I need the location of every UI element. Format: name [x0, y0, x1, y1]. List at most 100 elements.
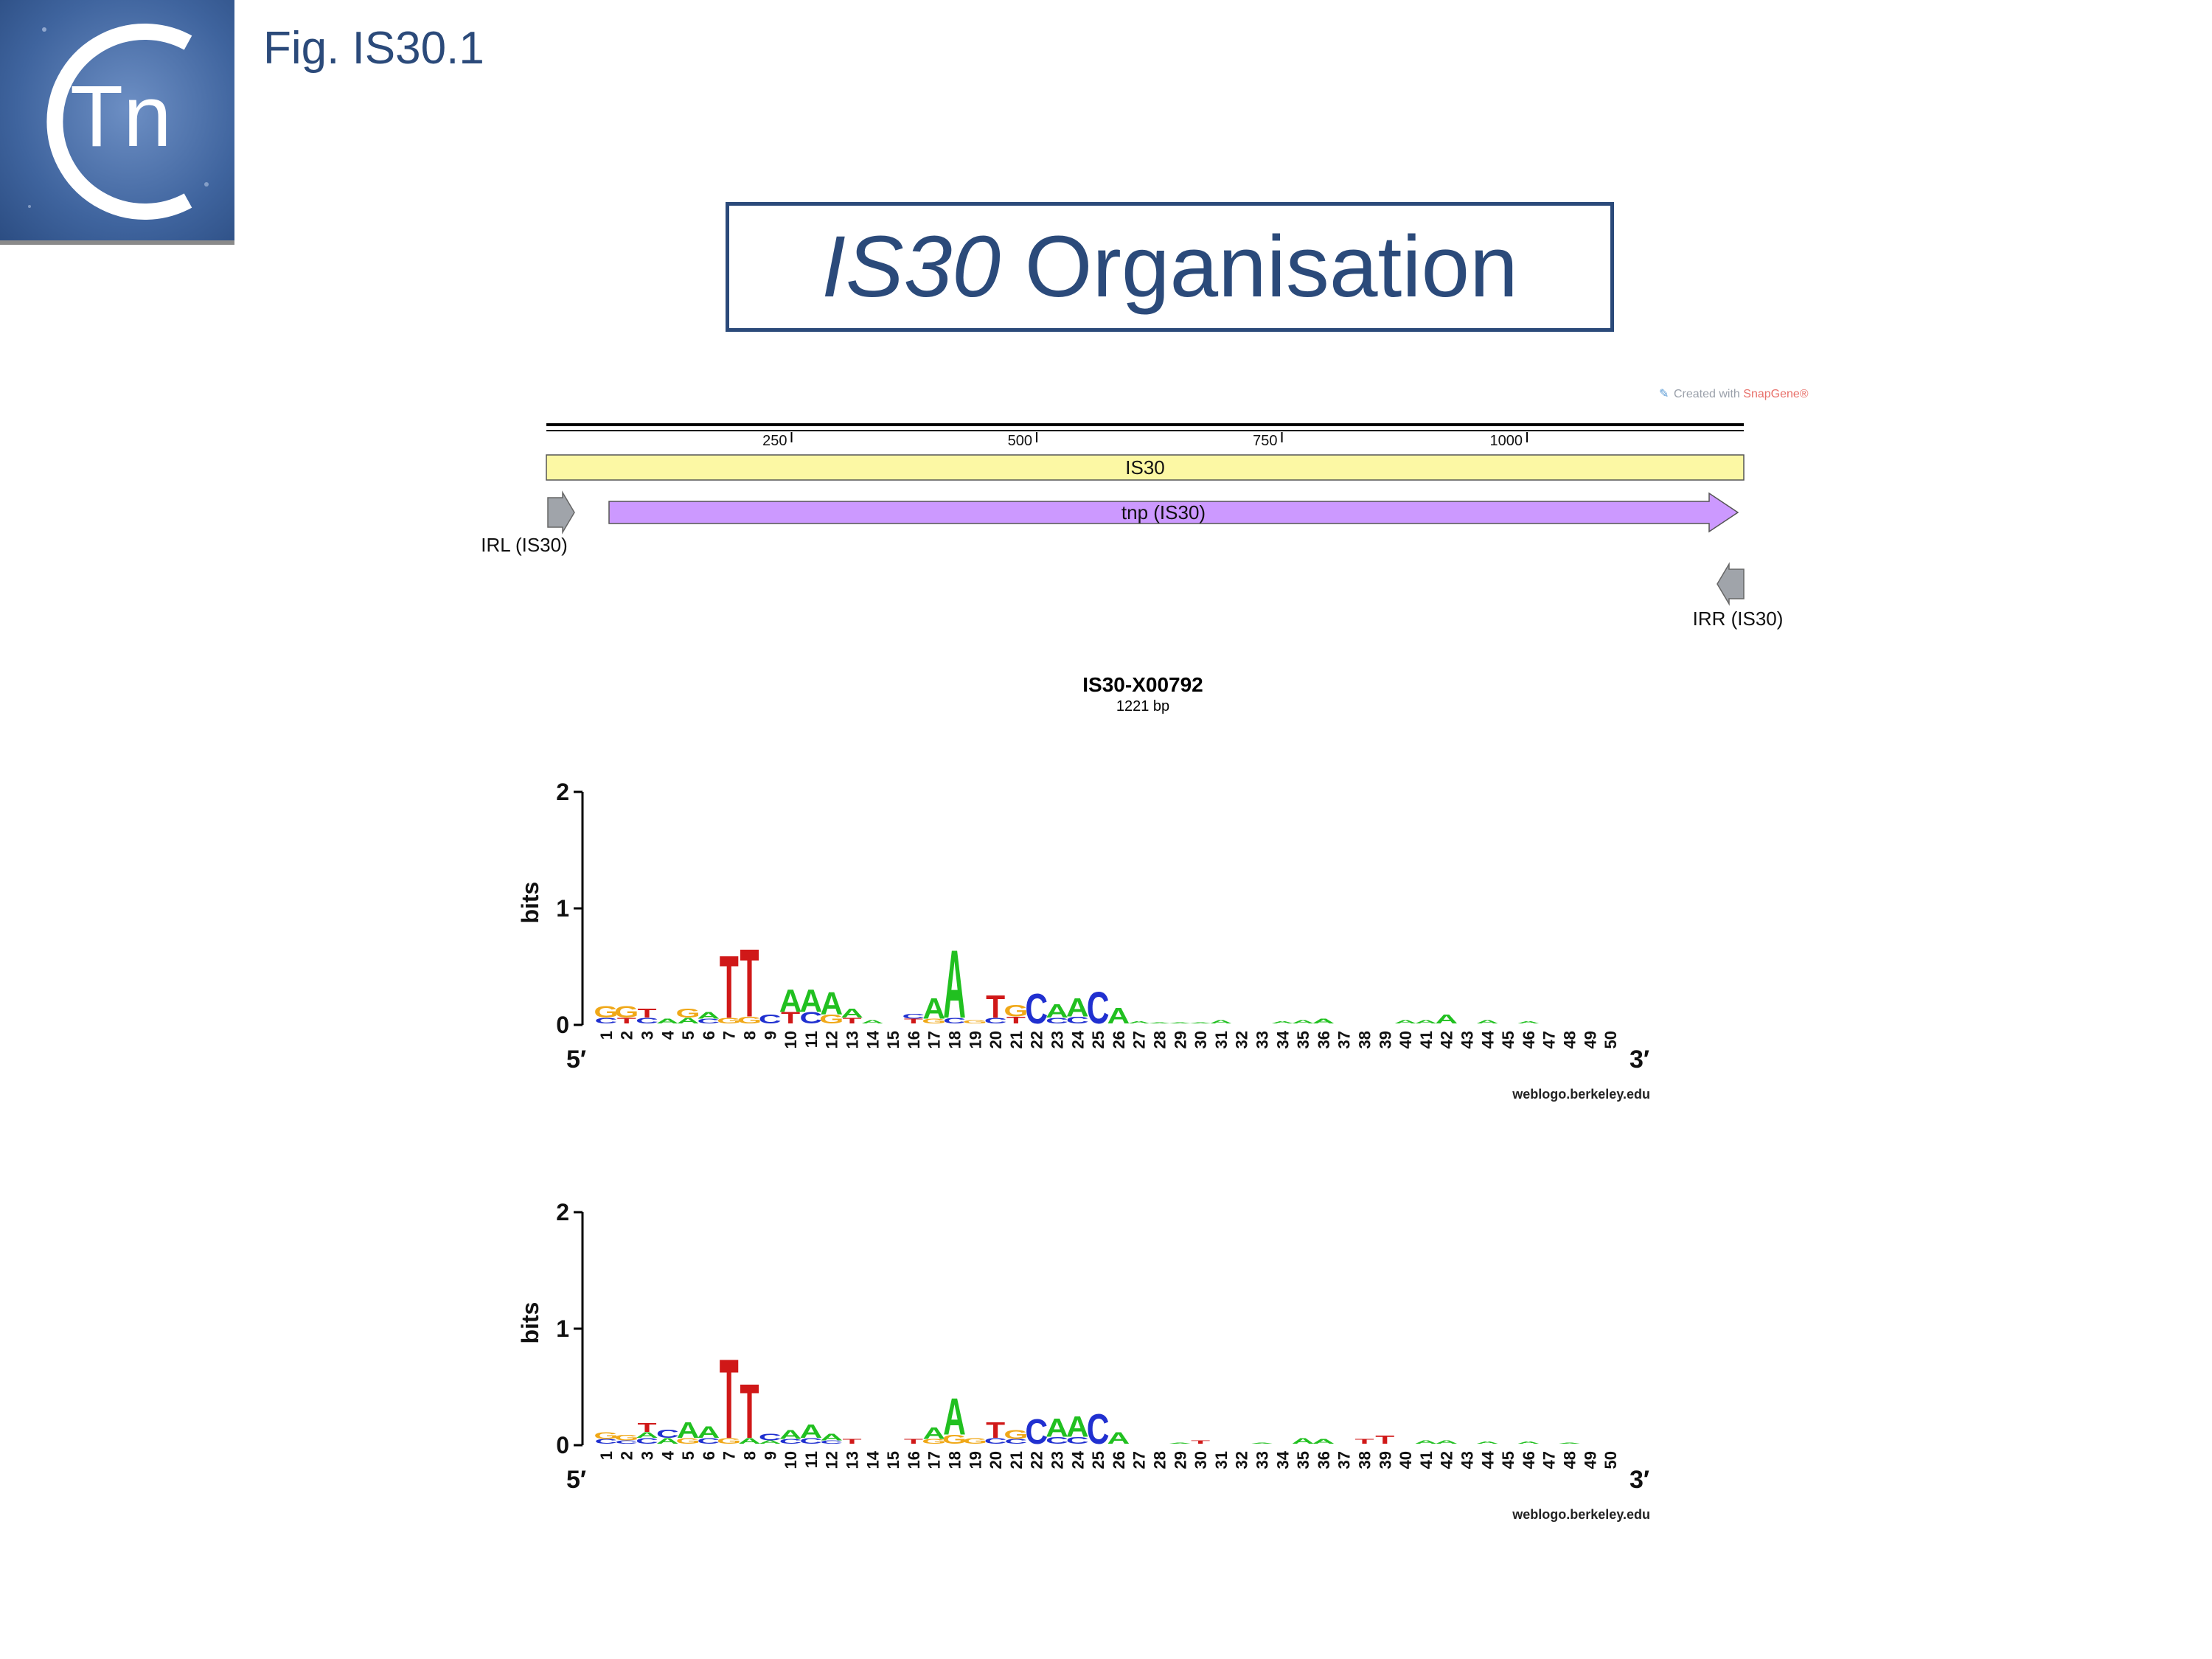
logo-letter-A: A [656, 1018, 679, 1025]
position-label: 45 [1499, 1031, 1517, 1048]
position-label: 43 [1458, 1031, 1477, 1048]
logo-letter-A: A [738, 1436, 761, 1445]
position-label: 14 [863, 1450, 882, 1469]
logo-letter-C: C [1005, 1438, 1028, 1445]
three-prime-label: 3′ [1630, 1046, 1649, 1074]
position-label: 20 [987, 1031, 1005, 1048]
map-heading: IS30-X00792 1221 bp [885, 673, 1401, 715]
logo-letter-A: A [1517, 1020, 1540, 1024]
title-rest: Organisation [1000, 218, 1518, 316]
position-label: 11 [802, 1451, 821, 1468]
position-label: 6 [700, 1031, 718, 1040]
position-label: 27 [1130, 1451, 1149, 1469]
logo-letter-A: A [1558, 1442, 1581, 1444]
logo-letter-C: C [800, 1436, 823, 1445]
y-tick-label: 2 [556, 1199, 569, 1225]
irr-label: IRR (IS30) [1693, 608, 1784, 630]
logo-letter-C: C [636, 1436, 658, 1445]
logo-letter-G: G [1004, 1427, 1028, 1441]
logo-letter-C: C [984, 1016, 1007, 1025]
logo-letter-A: A [698, 1424, 720, 1442]
logo-letter-A: A [1127, 1020, 1150, 1024]
position-label: 49 [1581, 1451, 1599, 1469]
position-label: 8 [741, 1451, 759, 1460]
position-label: 46 [1520, 1031, 1538, 1048]
logo-letter-T: T [720, 938, 739, 1037]
logo-letter-C: C [698, 1018, 720, 1025]
logo-letter-G: G [614, 1433, 639, 1441]
logo-letter-A: A [800, 984, 823, 1020]
position-label: 20 [987, 1451, 1005, 1469]
figure-label: Fig. IS30.1 [263, 23, 484, 74]
is30-feature-bar [546, 454, 1745, 481]
logo-letter-C: C [1025, 1412, 1048, 1452]
position-label: 8 [741, 1031, 759, 1040]
logo-letter-C: C [656, 1427, 679, 1440]
logo-letter-C: C [902, 1013, 925, 1020]
logo-letter-C: C [595, 1016, 618, 1025]
logo-letter-A: A [1148, 1022, 1171, 1023]
y-tick-label: 2 [556, 779, 569, 805]
position-label: 16 [905, 1451, 923, 1469]
map-length: 1221 bp [1116, 698, 1170, 714]
position-label: 41 [1417, 1451, 1436, 1469]
logo-letter-A: A [1107, 1003, 1130, 1029]
position-label: 2 [618, 1031, 636, 1040]
position-label: 39 [1376, 1031, 1394, 1048]
logo-letter-G: G [922, 1438, 946, 1445]
position-label: 9 [761, 1031, 779, 1040]
position-label: 18 [946, 1031, 964, 1048]
three-prime-label: 3′ [1630, 1466, 1649, 1494]
position-label: 35 [1294, 1451, 1312, 1469]
logo-letter-T: T [1354, 1438, 1374, 1445]
logo-letter-C: C [1087, 983, 1110, 1034]
logo-letter-C: C [779, 1438, 802, 1445]
is30-feature-map: ✎ Created with SnapGene® 250 500 750 1000 I… [481, 388, 1809, 630]
position-label: 26 [1110, 1451, 1128, 1469]
position-label: 13 [844, 1031, 862, 1048]
position-label: 43 [1458, 1451, 1477, 1469]
position-label: 22 [1028, 1451, 1046, 1469]
logo-letter-C: C [595, 1438, 618, 1445]
snapgene-credit: Created with SnapGene® [1674, 388, 1809, 400]
logo-letter-A: A [1046, 1000, 1068, 1022]
position-label: 47 [1540, 1451, 1559, 1469]
position-label: 40 [1397, 1451, 1415, 1469]
position-label: 3 [639, 1451, 657, 1460]
logo-letter-A: A [1476, 1441, 1499, 1444]
position-label: 30 [1192, 1031, 1210, 1048]
position-label: 17 [925, 1451, 944, 1469]
logo-letter-G: G [676, 1006, 700, 1020]
y-tick-label: 1 [556, 895, 569, 922]
position-label: 44 [1478, 1450, 1497, 1469]
irr-arrow [1717, 562, 1745, 606]
logo-letter-G: G [942, 1432, 967, 1446]
position-label: 7 [720, 1031, 739, 1040]
y-axis-label: bits [517, 1302, 543, 1344]
position-label: 49 [1581, 1031, 1599, 1048]
logo-letter-G: G [594, 1004, 618, 1022]
position-label: 25 [1089, 1031, 1107, 1048]
logo-letter-A: A [779, 984, 802, 1020]
logo-letter-G: G [963, 1436, 987, 1445]
position-label: 32 [1233, 1031, 1251, 1048]
logo-letter-G: G [614, 1004, 639, 1022]
position-label: 37 [1335, 1031, 1354, 1048]
logo-letter-T: T [637, 1006, 656, 1020]
y-tick-label: 1 [556, 1315, 569, 1342]
position-label: 39 [1376, 1451, 1394, 1469]
position-label: 38 [1356, 1031, 1374, 1048]
logo-letter-A: A [1189, 1022, 1212, 1023]
ruler: 250 500 750 1000 [762, 432, 1528, 449]
position-label: 1 [597, 1031, 616, 1040]
position-label: 27 [1130, 1031, 1149, 1048]
position-label: 34 [1273, 1450, 1292, 1469]
position-label: 5 [679, 1031, 698, 1040]
title-box: IS30 Organisation [726, 202, 1614, 332]
logo-letter-G: G [963, 1019, 987, 1024]
position-label: 14 [863, 1030, 882, 1048]
logo-letter-C: C [1025, 985, 1048, 1033]
map-name: IS30-X00792 [1082, 673, 1203, 696]
logo-letter-A: A [820, 986, 843, 1022]
tnp-feature-label: tnp (IS30) [1121, 501, 1206, 524]
